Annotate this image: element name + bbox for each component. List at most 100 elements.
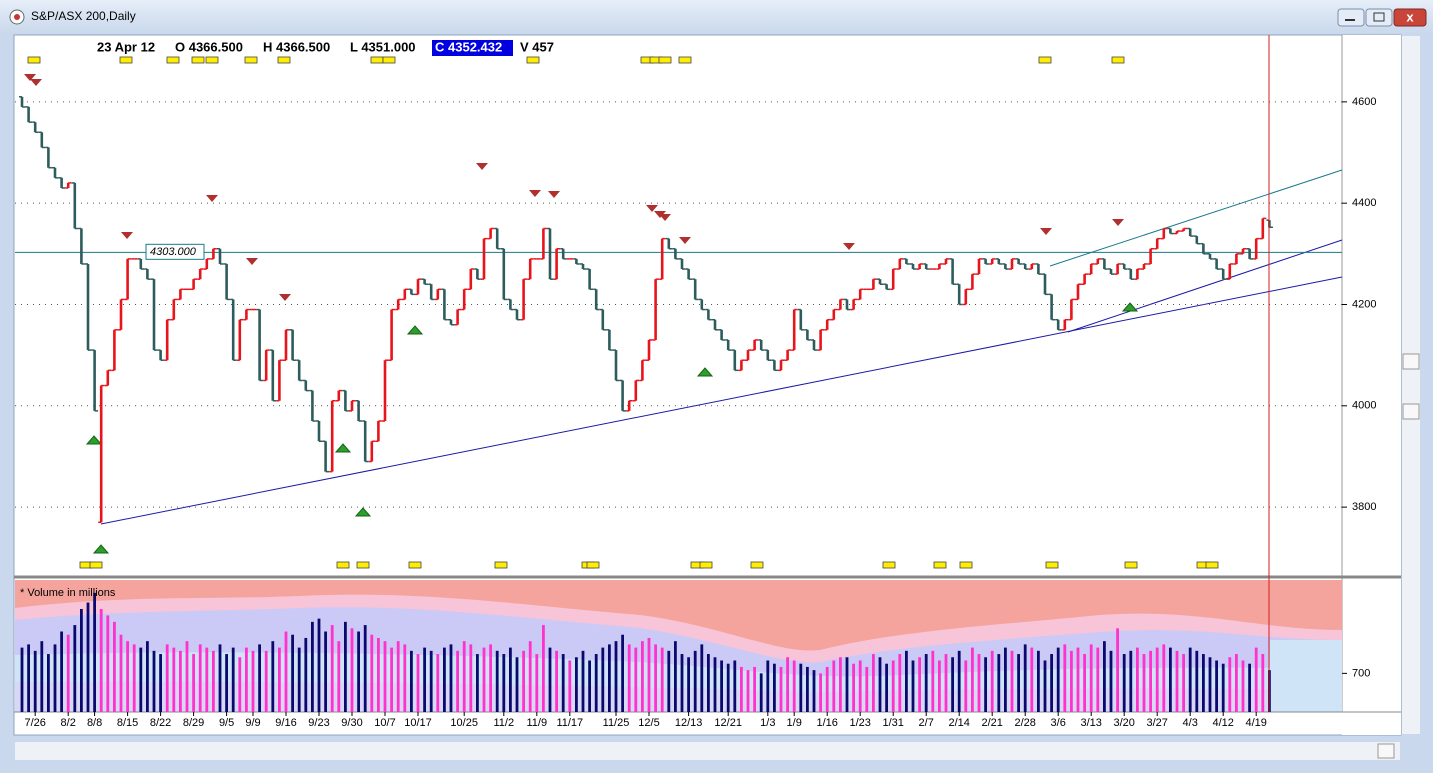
volume-bar (462, 641, 466, 712)
level-label: 4303.000 (150, 246, 197, 258)
scroll-thumb[interactable] (1377, 743, 1395, 759)
volume-bar (601, 647, 605, 712)
event-marker (882, 561, 896, 569)
volume-bar (931, 650, 935, 712)
price-axis-panel (1342, 35, 1401, 735)
event-marker (277, 56, 291, 64)
x-tick-label: 3/27 (1146, 717, 1167, 729)
restore-button[interactable] (1365, 8, 1393, 27)
volume-bar (957, 650, 961, 712)
scroll-thumb[interactable] (1402, 353, 1420, 370)
scroll-thumb[interactable] (1402, 403, 1420, 420)
x-tick-label: 10/25 (450, 717, 478, 729)
volume-bar (1136, 647, 1139, 712)
volume-bar (641, 641, 644, 712)
volume-bar (1056, 647, 1060, 712)
volume-bar (1070, 650, 1073, 712)
x-tick-label: 11/2 (494, 717, 515, 729)
volume-bar (344, 621, 347, 712)
sell-signal (121, 232, 133, 239)
horizontal-scrollbar[interactable] (15, 742, 1400, 760)
x-tick-label: 7/26 (24, 717, 45, 729)
x-tick-label: 4/19 (1245, 717, 1266, 729)
buy-signal (92, 544, 110, 554)
volume-bar (396, 641, 400, 712)
volume-bar (1116, 628, 1119, 712)
volume-bar (680, 654, 684, 712)
volume-bar (172, 647, 176, 712)
vertical-scrollbar[interactable] (1402, 36, 1420, 734)
volume-bar (1122, 654, 1126, 712)
volume-bar (1050, 654, 1053, 712)
volume-bar (555, 650, 558, 712)
volume-bar (964, 660, 968, 712)
volume-bar (568, 660, 572, 712)
volume-bar (1169, 647, 1172, 712)
volume-bar (509, 647, 512, 712)
volume-bar (304, 637, 308, 712)
header-date: 23 Apr 12 (97, 39, 155, 54)
y-tick-label: 4600 (1352, 96, 1376, 108)
volume-bar (324, 631, 327, 712)
volume-bar (885, 663, 888, 712)
minimize-button[interactable] (1337, 8, 1365, 27)
volume-bar (515, 657, 519, 712)
event-marker (27, 56, 41, 64)
volume-bar (1083, 654, 1086, 712)
sell-signal (1040, 228, 1052, 235)
volume-bar (159, 654, 162, 712)
x-tick-label: 9/23 (308, 717, 329, 729)
level-label-box (145, 243, 205, 260)
x-tick-label: 2/7 (919, 717, 934, 729)
volume-bar (238, 657, 242, 712)
volume-bar (330, 625, 334, 712)
event-marker (933, 561, 947, 569)
volume-bar (93, 592, 96, 712)
volume-bar (99, 608, 103, 712)
header-low: L 4351.000 (350, 39, 416, 54)
volume-bar (370, 634, 374, 712)
x-tick-label: 1/9 (787, 717, 802, 729)
volume-bar (806, 666, 809, 712)
volume-bar (700, 644, 704, 712)
volume-bar (575, 657, 578, 712)
event-marker (205, 56, 219, 64)
volume-bar (1202, 654, 1205, 712)
volume-bar (1109, 650, 1113, 712)
volume-bar (231, 647, 235, 712)
volume-bar (753, 666, 756, 712)
y-tick-label: 4000 (1352, 400, 1376, 412)
volume-bar (20, 647, 24, 712)
volume-bar (218, 644, 222, 712)
volume-bar (905, 650, 908, 712)
event-marker (678, 56, 692, 64)
close-button[interactable] (1393, 8, 1427, 27)
volume-bar (812, 670, 816, 712)
title-bar (0, 0, 1433, 34)
event-marker (191, 56, 205, 64)
volume-bar (1261, 654, 1265, 712)
volume-bar (291, 634, 294, 712)
volume-bar (898, 654, 902, 712)
volume-bar (416, 654, 420, 712)
volume-bar (667, 650, 671, 712)
header-high: H 4366.500 (263, 39, 330, 54)
sell-signal (30, 79, 42, 86)
volume-bar (865, 666, 869, 712)
volume-bar (977, 654, 981, 712)
volume-bar (951, 657, 954, 712)
volume-bar (819, 673, 822, 712)
x-tick-label: 8/2 (61, 717, 76, 729)
restore-icon (1373, 12, 1385, 22)
volume-bar (383, 641, 387, 712)
volume-bar (126, 641, 129, 712)
x-tick-label: 12/13 (675, 717, 703, 729)
volume-bar (594, 654, 598, 712)
y-tick-label: 4200 (1352, 298, 1376, 310)
x-tick-label: 11/25 (603, 717, 630, 729)
volume-bar (1221, 663, 1225, 712)
event-marker (959, 561, 973, 569)
volume-bar (627, 644, 631, 712)
volume-bar (1076, 647, 1080, 712)
